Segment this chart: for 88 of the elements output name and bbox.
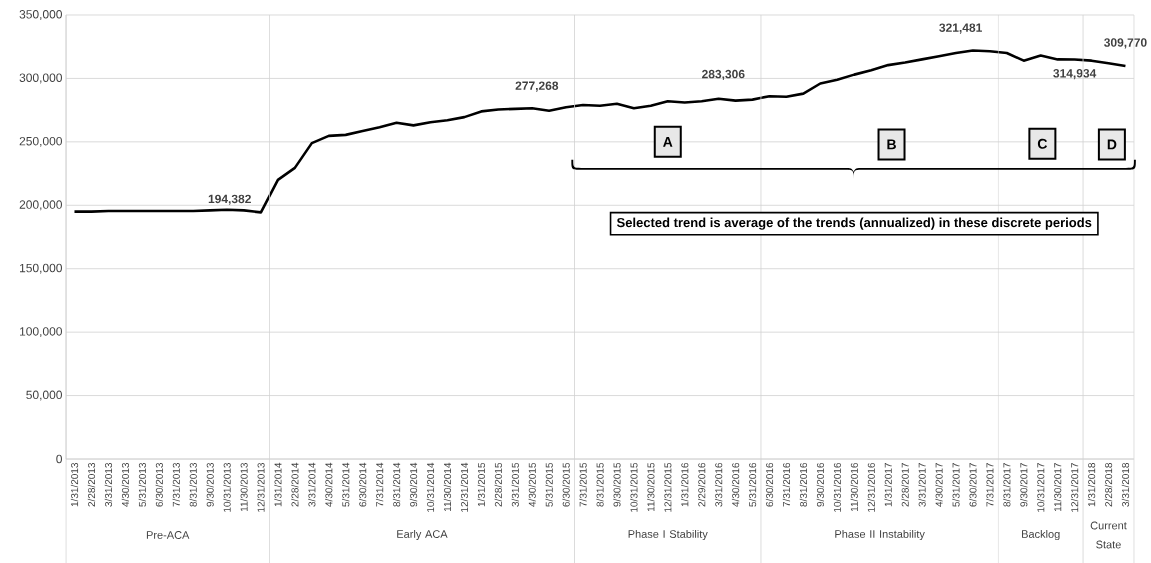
x-tick-label: 9/30/2013: [206, 462, 214, 507]
x-tick-label: 11/30/2015: [647, 462, 655, 512]
x-tick-label: 5/31/2016: [748, 462, 757, 507]
data-label: 283,306: [702, 69, 745, 81]
x-tick-label: 8/31/2016: [799, 462, 808, 507]
x-tick-label: 9/30/2014: [409, 462, 418, 507]
annotation: D: [1107, 139, 1117, 150]
x-tick-label: 5/31/2017: [952, 463, 960, 507]
x-tick-label: 7/31/2015: [579, 462, 587, 507]
text: Pre-ACA: [146, 531, 190, 539]
x-tick-label: 1/31/2017: [884, 463, 892, 507]
x-tick-label: 10/31/2016: [833, 462, 841, 512]
x-tick-label: 1/31/2013: [70, 462, 79, 507]
x-tick-label: 6/30/2013: [155, 462, 163, 507]
annotation: B: [887, 139, 896, 150]
y-tick-label: 300,000: [19, 73, 62, 84]
x-tick-label: 4/30/2016: [731, 462, 740, 507]
x-tick-label: 5/31/2013: [138, 462, 146, 507]
x-tick-label: 12/31/2015: [664, 462, 672, 512]
y-tick-label: 50,000: [26, 390, 62, 401]
x-tick-label: 3/31/2013: [104, 462, 113, 507]
x-tick-label: 4/30/2015: [528, 462, 536, 507]
x-tick-label: 2/28/2018: [1104, 462, 1113, 507]
x-tick-label: 1/31/2016: [681, 462, 689, 507]
x-tick-label: 6/30/2016: [765, 462, 774, 507]
data-label: 194,382: [208, 194, 251, 205]
x-tick-label: 8/31/2014: [392, 462, 401, 507]
x-tick-label: 10/31/2015: [630, 462, 638, 512]
y-tick-label: 350,000: [19, 10, 62, 20]
x-tick-label: 8/31/2017: [1003, 463, 1011, 507]
x-tick-label: 6/30/2017: [969, 463, 977, 507]
data-label: 314,934: [1053, 69, 1097, 80]
x-tick-label: 6/30/2014: [358, 462, 367, 507]
x-tick-label: 3/31/2017: [918, 463, 926, 507]
x-tick-label: 2/28/2015: [494, 462, 502, 507]
x-tick-label: 9/30/2015: [613, 462, 621, 507]
x-tick-label: 11/30/2013: [240, 462, 248, 512]
x-tick-label: 9/30/2016: [816, 462, 824, 507]
x-tick-label: 2/29/2016: [698, 462, 706, 507]
data-label: 321,481: [939, 23, 982, 34]
x-tick-label: 3/31/2016: [714, 462, 723, 507]
annotation: Selected trend is average of the trends (annualized) in these discrete periods: [616, 217, 1092, 230]
x-tick-label: 8/31/2015: [596, 462, 604, 507]
x-tick-label: 11/30/2016: [850, 462, 858, 512]
x-tick-label: 12/31/2013: [257, 462, 265, 512]
x-tick-label: 2/28/2013: [87, 462, 96, 507]
x-tick-label: 10/31/2014: [426, 462, 435, 512]
x-tick-label: 3/31/2018: [1121, 462, 1130, 507]
text: Backlog: [1022, 529, 1060, 541]
annotation: A: [663, 137, 673, 147]
x-tick-label: 12/31/2014: [460, 462, 469, 512]
y-tick-label: 200,000: [19, 200, 62, 211]
x-tick-label: 4/30/2017: [935, 463, 943, 507]
annotation: C: [1037, 138, 1048, 149]
x-tick-label: 1/31/2015: [477, 462, 485, 507]
x-tick-label: 4/30/2014: [325, 462, 333, 507]
text: Phase I Stability: [628, 529, 708, 541]
x-tick-label: 8/31/2013: [189, 462, 197, 507]
x-tick-label: 4/30/2013: [121, 462, 129, 507]
x-tick-label: 7/31/2017: [986, 463, 994, 507]
y-tick-label: 150,000: [20, 263, 62, 274]
y-tick-label: 250,000: [19, 136, 62, 147]
y-tick-label: 100,000: [20, 327, 62, 338]
text: Phase II Instability: [835, 529, 925, 541]
x-tick-label: 2/28/2014: [291, 462, 299, 507]
data-label: 277,268: [515, 81, 559, 92]
x-tick-label: 1/31/2014: [274, 462, 282, 507]
x-tick-label: 3/31/2015: [511, 462, 519, 507]
x-tick-label: 12/31/2017: [1070, 463, 1079, 512]
x-tick-label: 10/31/2017: [1037, 463, 1045, 512]
x-tick-label: 1/31/2018: [1087, 462, 1096, 507]
x-tick-label: 7/31/2014: [375, 462, 384, 507]
x-tick-label: 11/30/2014: [443, 462, 452, 512]
x-tick-label: 11/30/2017: [1053, 463, 1062, 512]
x-tick-label: 10/31/2013: [223, 462, 231, 512]
data-label: 309,770: [1104, 38, 1147, 49]
x-tick-label: 5/31/2015: [545, 462, 553, 507]
text: Current State: [1090, 521, 1127, 549]
text: Early ACA: [397, 529, 448, 541]
y-tick-label: 0: [56, 454, 63, 464]
x-tick-label: 5/31/2014: [342, 462, 350, 507]
x-tick-label: 7/31/2016: [782, 462, 791, 507]
x-tick-label: 6/30/2015: [562, 462, 570, 507]
x-tick-label: 3/31/2014: [308, 462, 316, 507]
x-tick-label: 9/30/2017: [1020, 463, 1028, 507]
x-tick-label: 7/31/2013: [172, 462, 180, 507]
x-tick-label: 2/28/2017: [901, 463, 909, 507]
x-tick-label: 12/31/2016: [867, 462, 875, 512]
